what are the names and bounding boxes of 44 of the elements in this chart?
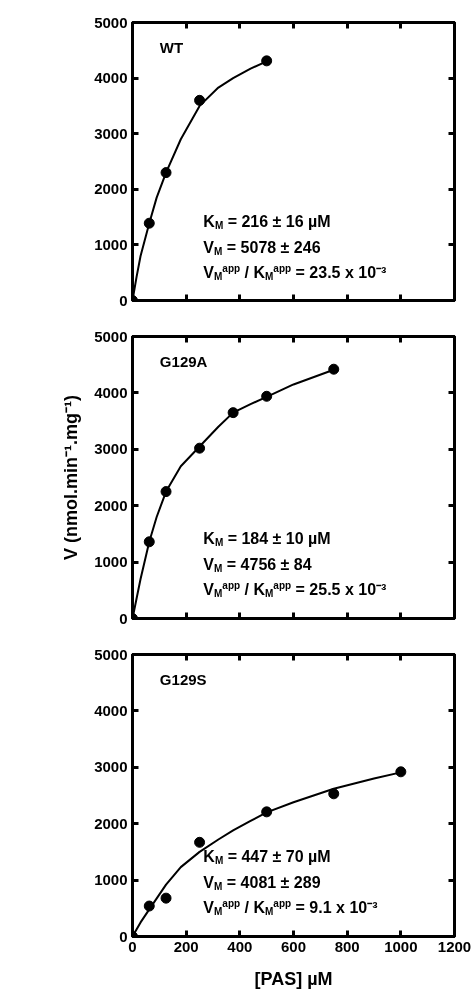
text: G129A [159, 353, 208, 371]
point [328, 788, 340, 800]
y-tick-label: 3000 [94, 440, 128, 458]
point [143, 536, 155, 548]
point [328, 363, 340, 375]
y-tick-label: 4000 [94, 69, 128, 87]
point [160, 892, 172, 904]
x-tick-label: 200 [173, 937, 199, 955]
x-tick-label: 1200 [437, 937, 472, 955]
point [194, 442, 206, 454]
point [261, 390, 273, 402]
y-tick-label: 2000 [94, 496, 128, 514]
point [395, 766, 407, 778]
point [194, 836, 206, 848]
text: WT [159, 39, 184, 57]
point [227, 407, 239, 419]
y-tick-label: 2000 [94, 814, 128, 832]
y-axis-title: V (nmol.min⁻¹.mg⁻¹) [61, 395, 82, 560]
x-tick-label: 400 [227, 937, 253, 955]
point [261, 55, 273, 67]
y-tick-label: 1000 [94, 235, 128, 253]
point [143, 217, 155, 229]
y-tick-label: 5000 [94, 13, 128, 31]
text: G129S [159, 671, 207, 689]
x-axis-title: [PAS] µM [254, 968, 333, 989]
x-tick-label: 1000 [384, 937, 418, 955]
y-tick-label: 4000 [94, 701, 128, 719]
y-tick-label: 3000 [94, 124, 128, 142]
y-tick-label: 0 [119, 291, 128, 309]
point [160, 167, 172, 179]
point [261, 806, 273, 818]
point [194, 94, 206, 106]
x-tick-label: 600 [280, 937, 307, 955]
y-tick-label: 1000 [94, 553, 128, 571]
x-tick-label: 800 [334, 937, 360, 955]
y-tick-label: 2000 [94, 180, 128, 198]
y-tick-label: 3000 [94, 758, 128, 776]
y-tick-label: 1000 [94, 871, 128, 889]
y-tick-label: 0 [119, 609, 128, 627]
y-tick-label: 4000 [94, 383, 128, 401]
y-tick-label: 5000 [94, 327, 128, 345]
point [160, 486, 172, 498]
point [143, 900, 155, 912]
y-tick-label: 5000 [94, 645, 128, 663]
